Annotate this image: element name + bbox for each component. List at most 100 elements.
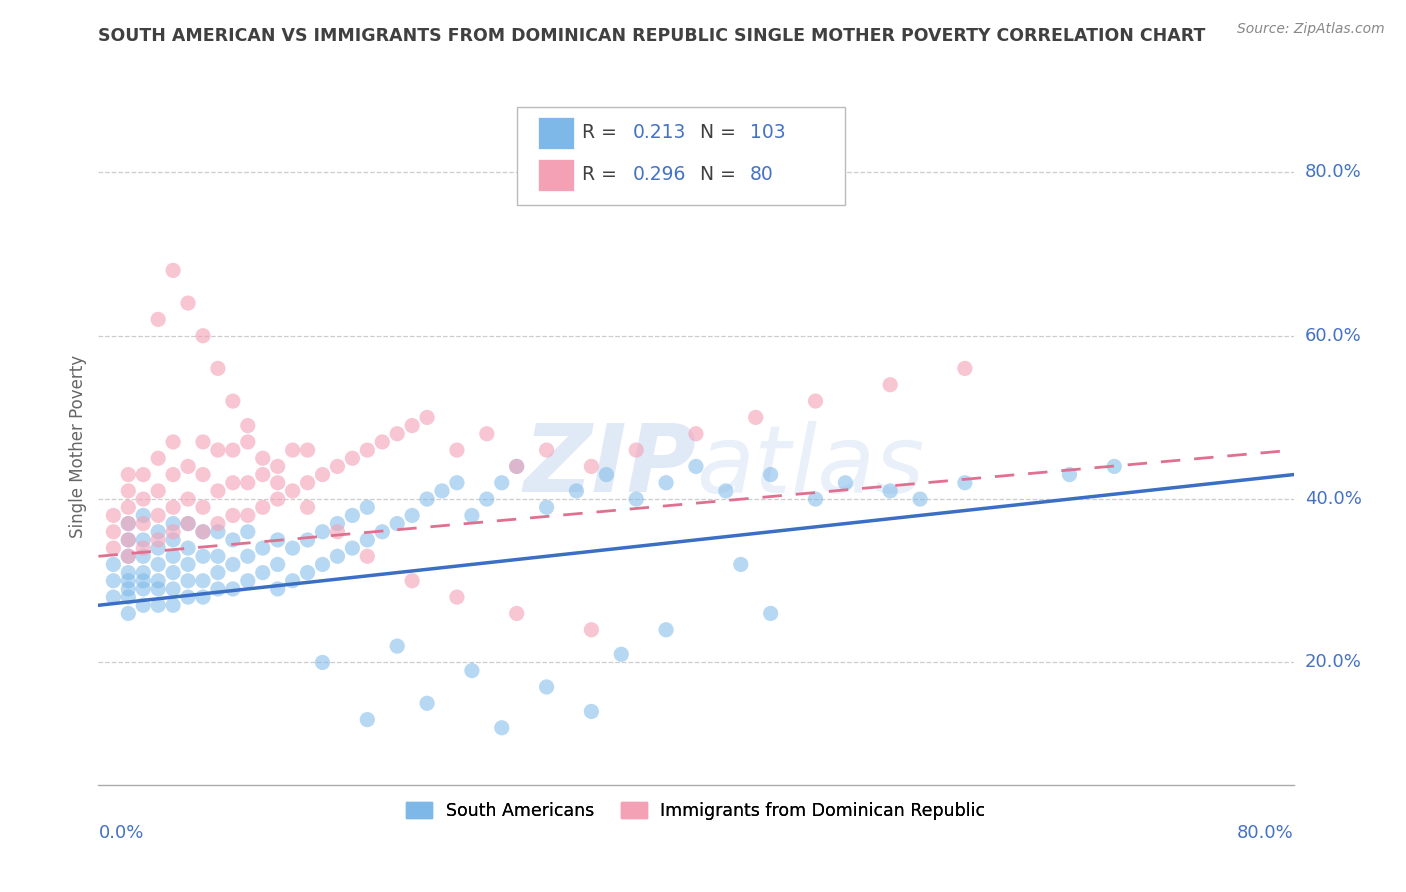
Text: R =: R = (582, 165, 623, 185)
Point (162, 467, 184, 482)
Point (879, 483, 901, 498)
Point (953, 475, 976, 490)
FancyBboxPatch shape (517, 107, 845, 205)
Point (745, 410, 768, 425)
Point (385, 426, 409, 441)
Point (252, 566, 274, 580)
Point (148, 533, 170, 547)
Point (311, 467, 333, 482)
Point (804, 394, 827, 409)
Bar (538, 159, 574, 191)
Point (148, 599, 170, 613)
Point (297, 566, 319, 580)
Point (162, 500, 184, 515)
Point (207, 443, 229, 458)
Point (834, 475, 856, 490)
Point (371, 434, 394, 449)
Point (311, 558, 333, 572)
Text: 60.0%: 60.0% (1305, 326, 1361, 344)
Point (342, 451, 364, 466)
Point (297, 475, 319, 490)
Point (356, 443, 378, 458)
Point (626, 443, 648, 458)
Point (207, 566, 229, 580)
Point (879, 377, 901, 392)
Point (491, 721, 513, 735)
Point (132, 541, 155, 555)
Point (207, 582, 229, 596)
Point (222, 394, 245, 409)
Point (655, 475, 678, 490)
Text: 0.0%: 0.0% (98, 824, 143, 842)
Point (759, 467, 782, 482)
Point (132, 508, 155, 523)
Point (908, 492, 931, 507)
Point (132, 533, 155, 547)
Point (236, 418, 259, 433)
Text: 80.0%: 80.0% (1237, 824, 1294, 842)
Point (177, 492, 200, 507)
Point (536, 680, 558, 694)
Point (252, 541, 274, 555)
Point (117, 516, 139, 531)
Point (311, 524, 333, 539)
Point (759, 607, 782, 621)
Point (117, 467, 139, 482)
Point (103, 558, 125, 572)
Text: SOUTH AMERICAN VS IMMIGRANTS FROM DOMINICAN REPUBLIC SINGLE MOTHER POVERTY CORRE: SOUTH AMERICAN VS IMMIGRANTS FROM DOMINI… (98, 27, 1206, 45)
Point (117, 590, 139, 604)
Point (685, 459, 707, 474)
Point (236, 434, 259, 449)
Point (162, 263, 184, 277)
Point (103, 508, 125, 523)
Point (162, 533, 184, 547)
Point (177, 541, 200, 555)
Point (117, 516, 139, 531)
Point (207, 524, 229, 539)
Point (236, 508, 259, 523)
Point (148, 582, 170, 596)
Point (117, 549, 139, 564)
Point (117, 607, 139, 621)
Text: 0.213: 0.213 (633, 123, 686, 143)
Text: N =: N = (700, 165, 741, 185)
Point (207, 361, 229, 376)
Point (506, 459, 529, 474)
Point (416, 410, 439, 425)
Point (236, 524, 259, 539)
Point (475, 492, 498, 507)
Point (267, 475, 290, 490)
Point (117, 566, 139, 580)
Point (267, 492, 290, 507)
Point (103, 590, 125, 604)
Point (297, 443, 319, 458)
Point (148, 524, 170, 539)
Point (326, 459, 349, 474)
Text: Source: ZipAtlas.com: Source: ZipAtlas.com (1237, 22, 1385, 37)
Point (446, 443, 468, 458)
Point (267, 459, 290, 474)
Point (191, 549, 214, 564)
Text: ZIP: ZIP (523, 420, 696, 512)
Point (252, 467, 274, 482)
Point (117, 533, 139, 547)
Point (536, 500, 558, 515)
Point (416, 696, 439, 710)
Point (401, 418, 423, 433)
Point (103, 541, 125, 555)
Point (356, 533, 378, 547)
Point (177, 516, 200, 531)
Point (132, 467, 155, 482)
Point (581, 623, 603, 637)
Point (565, 483, 588, 498)
Point (148, 558, 170, 572)
Point (236, 549, 259, 564)
Point (162, 434, 184, 449)
Point (1059, 467, 1081, 482)
Point (461, 508, 484, 523)
Point (132, 582, 155, 596)
Point (311, 656, 333, 670)
Point (117, 582, 139, 596)
Point (281, 483, 304, 498)
Text: R =: R = (582, 123, 623, 143)
